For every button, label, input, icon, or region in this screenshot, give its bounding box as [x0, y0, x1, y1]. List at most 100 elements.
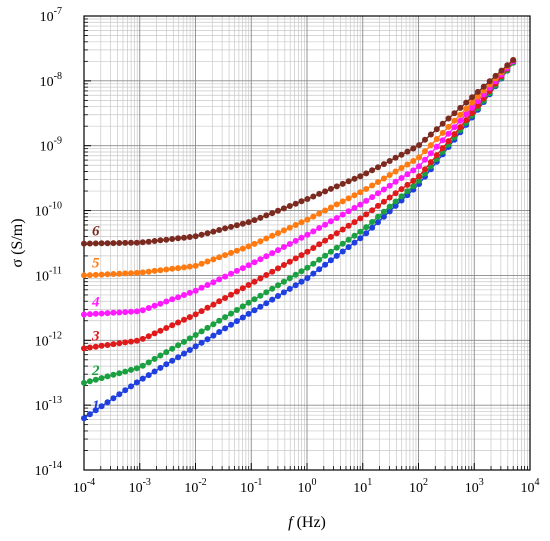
data-point	[375, 219, 381, 226]
data-point	[386, 158, 393, 164]
data-point	[122, 239, 129, 246]
data-point	[228, 249, 234, 256]
data-point	[457, 124, 464, 131]
data-point	[81, 240, 87, 247]
data-point	[186, 335, 193, 342]
data-point	[310, 228, 317, 235]
data-point	[363, 186, 370, 192]
x-tick-label: 100	[298, 477, 317, 496]
data-point	[416, 163, 423, 170]
data-point	[151, 267, 158, 274]
data-point	[251, 217, 258, 224]
data-point	[116, 270, 123, 277]
data-point	[92, 343, 99, 350]
curve-label-2: 2	[91, 363, 100, 379]
data-point	[233, 222, 240, 229]
data-point	[375, 164, 381, 171]
data-point	[322, 252, 329, 259]
data-point	[222, 252, 229, 259]
data-point	[169, 357, 176, 364]
data-point	[128, 383, 134, 390]
data-point	[98, 403, 105, 410]
data-point	[369, 167, 376, 174]
data-point	[363, 170, 370, 177]
data-point	[351, 239, 358, 246]
data-point	[357, 215, 364, 222]
data-point	[222, 273, 229, 280]
data-point	[304, 216, 311, 223]
y-tick-label: 10-9	[40, 136, 62, 155]
data-point	[433, 143, 440, 150]
data-point	[445, 115, 452, 122]
data-point	[92, 407, 99, 414]
data-point	[204, 304, 211, 311]
data-point	[275, 230, 281, 237]
data-point	[292, 282, 299, 289]
data-point	[286, 258, 293, 265]
data-point	[380, 208, 387, 215]
data-point	[463, 99, 470, 106]
data-point	[181, 234, 187, 241]
data-point	[192, 311, 199, 318]
data-point	[286, 224, 293, 231]
data-point	[474, 88, 481, 95]
data-point	[139, 362, 146, 369]
data-point	[186, 314, 193, 321]
data-point	[345, 195, 352, 202]
data-point	[392, 154, 399, 161]
data-point	[286, 275, 293, 282]
data-point	[333, 244, 340, 251]
data-point	[333, 252, 340, 259]
data-point	[451, 131, 458, 138]
data-point	[339, 248, 346, 255]
data-point	[327, 248, 334, 255]
data-point	[327, 204, 334, 211]
data-point	[439, 129, 446, 136]
data-point	[292, 271, 299, 278]
data-point	[439, 145, 446, 152]
series-2	[81, 59, 517, 386]
data-point	[339, 180, 346, 187]
data-point	[175, 265, 182, 272]
data-point	[457, 111, 464, 118]
data-point	[151, 368, 158, 375]
data-point	[351, 219, 358, 226]
data-point	[151, 330, 158, 337]
data-point	[310, 245, 317, 251]
data-point	[245, 299, 252, 306]
data-point	[122, 270, 129, 277]
data-point	[81, 415, 87, 422]
data-point	[310, 260, 317, 267]
data-point	[333, 183, 340, 190]
data-point	[204, 324, 211, 331]
data-point	[280, 227, 287, 234]
data-point	[216, 317, 223, 324]
data-point	[375, 202, 381, 209]
data-point	[210, 279, 217, 286]
data-point	[280, 244, 287, 250]
data-point	[163, 325, 170, 331]
data-point	[298, 234, 305, 241]
x-tick-label: 10-1	[240, 477, 262, 496]
data-point	[275, 247, 281, 254]
data-point	[433, 152, 440, 159]
series-3	[81, 58, 517, 352]
data-point	[398, 186, 405, 193]
data-point	[322, 237, 329, 244]
data-point	[439, 120, 446, 127]
data-point	[457, 104, 464, 111]
data-point	[128, 338, 134, 345]
data-point	[98, 342, 105, 349]
data-point	[92, 310, 99, 317]
data-point	[157, 327, 164, 334]
data-point	[181, 338, 187, 345]
data-point	[463, 111, 470, 118]
data-point	[445, 123, 452, 130]
data-point	[251, 259, 258, 266]
data-point	[163, 236, 170, 243]
data-point	[175, 235, 182, 242]
data-point	[363, 230, 370, 237]
curve-label-4: 4	[91, 294, 100, 310]
data-point	[486, 78, 493, 85]
data-point	[175, 354, 182, 361]
